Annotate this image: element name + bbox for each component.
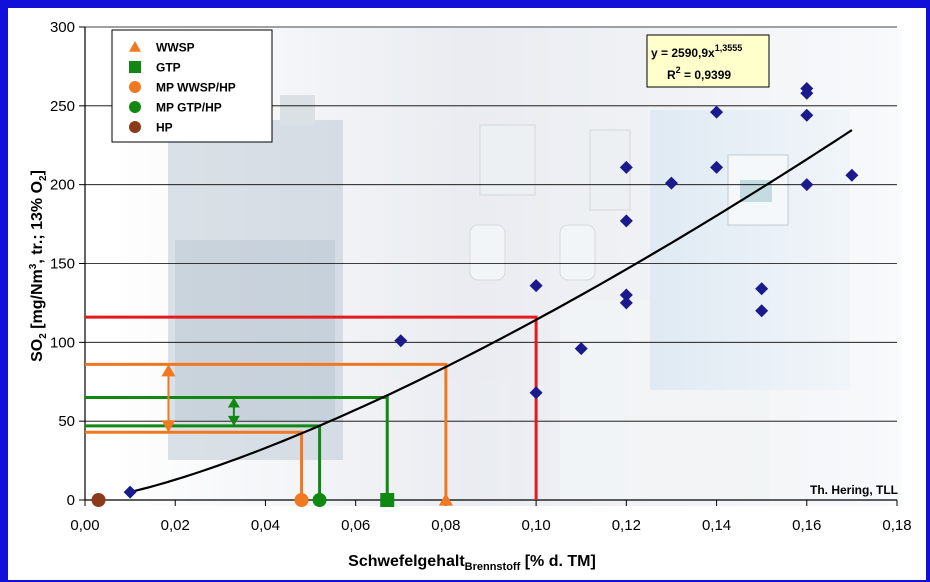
y-tick-labels: 0 50 100 150 200 250 300 <box>50 19 75 509</box>
data-point <box>800 108 814 122</box>
legend-marker <box>129 61 141 73</box>
x-tick-label: 0,10 <box>522 517 551 534</box>
x-tick-label: 0,18 <box>882 517 911 534</box>
data-points <box>123 81 859 499</box>
range-arrow-head <box>227 415 240 426</box>
data-point <box>619 214 633 228</box>
y-axis-title: SO2 [mg/Nm3, tr.; 13% O2] <box>28 170 49 362</box>
range-arrow-head <box>161 364 176 377</box>
data-point <box>529 386 543 400</box>
data-point <box>755 304 769 318</box>
data-point <box>619 288 633 302</box>
y-tick-label: 150 <box>50 256 75 273</box>
range-arrows <box>161 364 240 433</box>
x-axis-title: SchwefelgehaltBrennstoff [% d. TM] <box>348 553 596 573</box>
data-point <box>800 86 814 100</box>
data-point <box>710 105 724 119</box>
x-tick-label: 0,12 <box>612 517 641 534</box>
reference-marker <box>91 493 106 507</box>
x-tick-label: 0,06 <box>341 517 370 534</box>
guide-line <box>85 396 389 500</box>
fit-curve <box>129 129 853 494</box>
legend: WWSP GTP MP WWSP/HP MP GTP/HP HP <box>111 29 273 143</box>
x-tick-label: 0,08 <box>431 517 460 534</box>
reference-marker <box>294 493 309 507</box>
y-tick-label: 100 <box>50 334 75 351</box>
data-point <box>710 160 724 174</box>
equation-background <box>646 34 770 88</box>
legend-label: MP GTP/HP <box>156 101 222 115</box>
legend-label: HP <box>156 121 173 135</box>
x-tick-label: 0,04 <box>251 517 280 534</box>
reference-marker <box>438 493 453 506</box>
data-point <box>394 334 408 348</box>
reference-marker <box>380 493 395 507</box>
range-arrow-head <box>227 397 240 408</box>
data-point <box>845 168 859 182</box>
reference-markers <box>91 493 453 507</box>
data-point <box>619 296 633 310</box>
x-tick-label: 0,16 <box>792 517 821 534</box>
legend-marker <box>129 81 141 93</box>
legend-marker <box>129 121 141 133</box>
range-arrow-head <box>161 420 176 433</box>
grid-lines <box>79 26 898 506</box>
y-tick-label: 50 <box>58 413 75 430</box>
guide-line <box>85 315 538 500</box>
y-tick-label: 200 <box>50 177 75 194</box>
y-tick-label: 300 <box>50 19 75 36</box>
r-squared-line: R2 = 0,9399 <box>667 65 731 82</box>
data-point <box>800 178 814 192</box>
equation-box: y = 2590,9x1,3555 R2 = 0,9399 <box>646 34 770 88</box>
credit-annotation: Th. Hering, TLL <box>810 483 898 497</box>
legend-label: MP WWSP/HP <box>156 81 236 95</box>
guide-line <box>85 362 448 500</box>
x-tick-label: 0,00 <box>70 517 99 534</box>
data-point <box>664 176 678 190</box>
data-point <box>619 160 633 174</box>
x-tick-labels: 0,00 0,02 0,04 0,06 0,08 0,10 0,12 0,14 0,16 0,18 <box>70 517 911 534</box>
axes <box>84 27 897 501</box>
legend-label: WWSP <box>156 41 195 55</box>
reference-marker <box>312 493 327 507</box>
y-tick-label: 250 <box>50 98 75 115</box>
legend-marker <box>129 101 141 113</box>
x-tick-label: 0,14 <box>702 517 731 534</box>
legend-label: GTP <box>156 61 181 75</box>
data-point <box>574 342 588 356</box>
legend-marker <box>129 41 141 52</box>
equation-line: y = 2590,9x1,3555 <box>651 43 742 60</box>
data-point <box>529 279 543 293</box>
data-point <box>123 485 137 499</box>
y-tick-label: 0 <box>67 492 75 509</box>
data-point <box>755 282 769 296</box>
x-tick-label: 0,02 <box>161 517 190 534</box>
